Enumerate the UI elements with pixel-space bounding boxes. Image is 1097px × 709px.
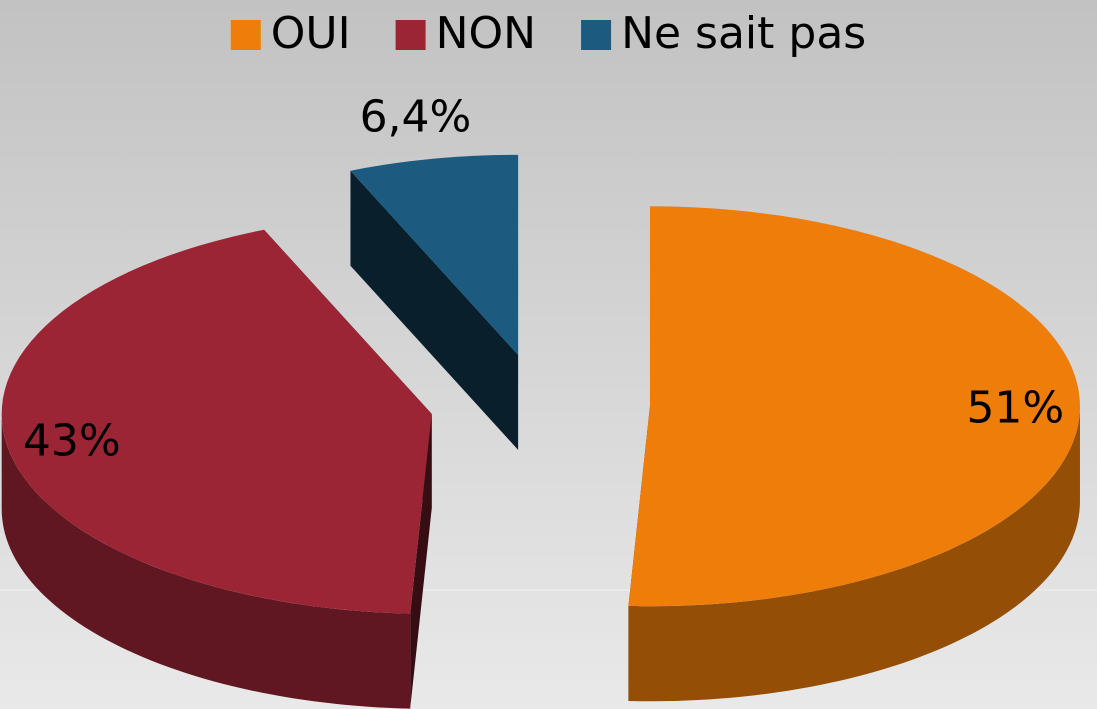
legend-swatch [230, 20, 261, 50]
data-label: 6,4% [360, 92, 472, 143]
data-label: 51% [966, 383, 1064, 434]
legend-swatch [581, 20, 612, 50]
legend-label: OUI [271, 8, 351, 59]
legend-label: Ne sait pas [621, 8, 866, 59]
legend-swatch [395, 20, 426, 50]
slice [1, 229, 432, 614]
labels: 6,4% 51% 43% [23, 92, 1064, 467]
slice [350, 154, 519, 355]
legend: OUI NON Ne sait pas [230, 8, 866, 59]
slice-wall [628, 406, 1080, 702]
legend-label: NON [436, 8, 536, 59]
slices [1, 154, 1080, 709]
data-label: 43% [23, 416, 121, 467]
slice [628, 206, 1080, 607]
slice-wall [1, 413, 411, 709]
slice-side [350, 170, 519, 450]
